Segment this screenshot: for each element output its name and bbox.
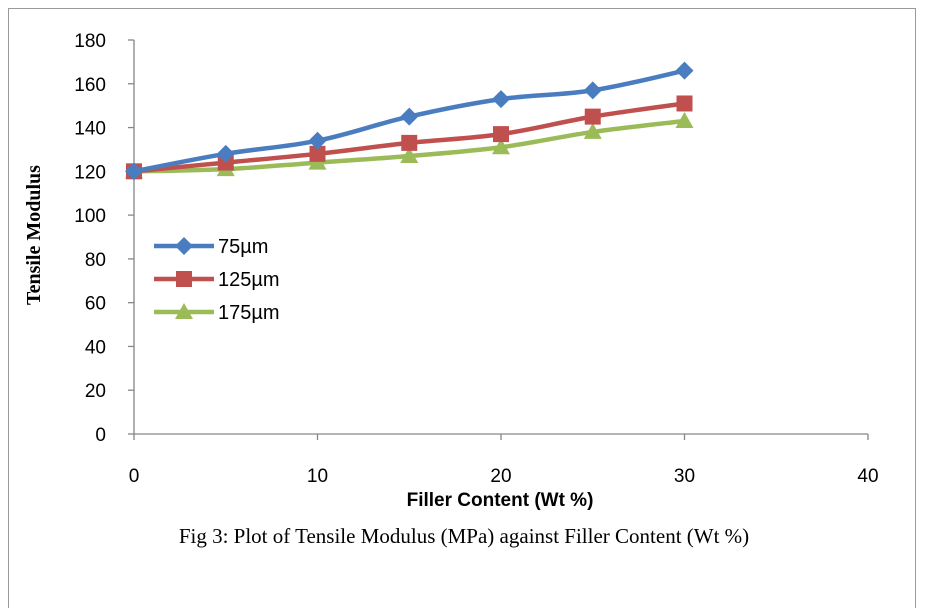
legend-label: 75µm bbox=[218, 236, 268, 258]
data-point bbox=[493, 126, 509, 143]
data-point bbox=[308, 131, 327, 150]
chart-axes: 0 20 40 60 80 100 120 140 160 180 0 10 20 30 40 bbox=[74, 31, 878, 487]
data-point bbox=[492, 90, 510, 109]
data-point bbox=[401, 134, 418, 151]
data-point bbox=[216, 144, 235, 163]
data-point bbox=[492, 138, 510, 155]
legend-item-1: 125µm bbox=[154, 269, 280, 291]
figure-frame bbox=[8, 8, 916, 608]
legend-marker bbox=[176, 271, 192, 287]
data-point bbox=[676, 95, 693, 112]
series-0 bbox=[125, 61, 694, 181]
x-tick-label: 30 bbox=[674, 466, 695, 487]
legend-marker bbox=[175, 303, 193, 319]
x-axis-title: Filler Content (Wt %) bbox=[407, 490, 594, 511]
y-tick-label: 0 bbox=[95, 425, 106, 446]
data-point bbox=[583, 122, 602, 139]
y-tick-label: 80 bbox=[85, 250, 106, 271]
y-tick-label: 180 bbox=[74, 31, 106, 52]
y-tick-label: 60 bbox=[85, 294, 106, 315]
data-point bbox=[400, 107, 419, 126]
legend-label: 175µm bbox=[218, 302, 280, 324]
data-point bbox=[583, 81, 602, 100]
data-point bbox=[675, 111, 694, 128]
figure-caption: Fig 3: Plot of Tensile Modulus (MPa) aga… bbox=[178, 524, 750, 548]
y-tick-label: 160 bbox=[74, 75, 106, 96]
data-point bbox=[584, 108, 601, 125]
y-axis-title: Tensile Modulus bbox=[23, 165, 45, 305]
y-tick-label: 140 bbox=[74, 119, 106, 140]
y-tick-label: 100 bbox=[74, 206, 106, 227]
legend-item-0: 75µm bbox=[154, 236, 268, 258]
data-point bbox=[125, 162, 143, 181]
legend-item-2: 175µm bbox=[154, 302, 280, 324]
tensile-modulus-chart: 0 20 40 60 80 100 120 140 160 180 0 10 20 30 40 75µm 12… bbox=[23, 31, 879, 511]
x-tick-label: 0 bbox=[129, 466, 140, 487]
data-point bbox=[309, 145, 326, 162]
x-tick-label: 40 bbox=[857, 466, 878, 487]
y-tick-label: 120 bbox=[74, 162, 106, 183]
x-tick-label: 10 bbox=[307, 466, 328, 487]
legend-label: 125µm bbox=[218, 269, 280, 291]
data-point bbox=[400, 147, 419, 164]
chart-series bbox=[125, 61, 694, 181]
legend-marker bbox=[175, 237, 193, 255]
chart-legend: 75µm 125µm 175µm bbox=[154, 236, 280, 324]
y-tick-label: 40 bbox=[85, 337, 106, 358]
y-tick-label: 20 bbox=[85, 381, 106, 402]
x-tick-label: 20 bbox=[490, 466, 511, 487]
data-point bbox=[675, 61, 694, 80]
